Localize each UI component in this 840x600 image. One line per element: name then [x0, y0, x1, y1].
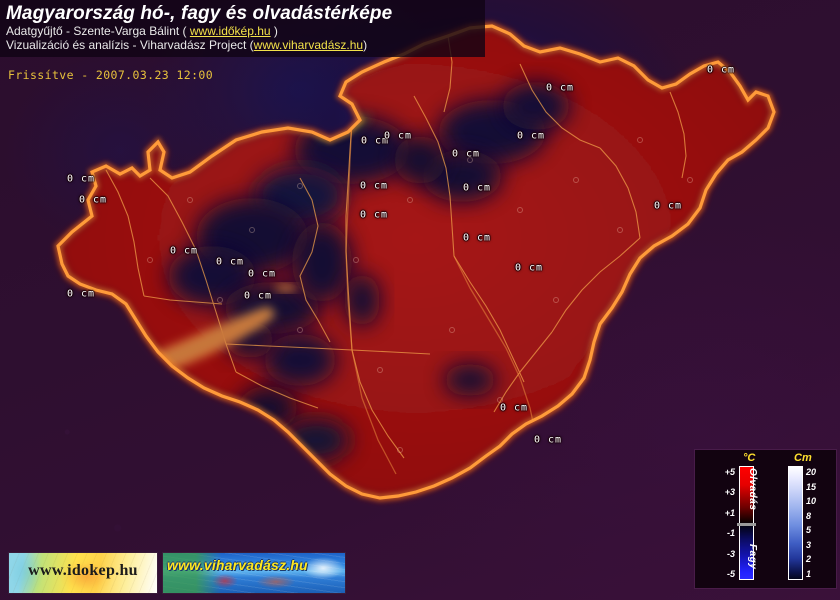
legend-tick: 15 — [806, 481, 817, 492]
station-label: 0 cm — [462, 232, 492, 244]
banner-idokep-background — [9, 553, 157, 593]
banner-idokep-text: www.idokep.hu — [28, 562, 138, 579]
legend-tick: 8 — [806, 510, 812, 521]
station-label: 0 cm — [533, 434, 563, 446]
banner-idokep-map-overlay — [9, 553, 157, 593]
station-label: 0 cm — [359, 209, 389, 221]
banner-viharvadasz-photo-overlay — [163, 553, 345, 593]
legend-cm-caption: Cm — [794, 452, 812, 464]
legend-temp-caption: °C — [743, 452, 756, 464]
country-border — [54, 22, 778, 502]
station-label: 0 cm — [247, 268, 277, 280]
legend-tick: +5 — [724, 467, 735, 477]
station-label: 0 cm — [499, 402, 529, 414]
legend-label-olvadas: Olvadás — [747, 468, 758, 511]
credit-visualization-prefix: Vizualizáció és analízis - Viharvadász P… — [6, 38, 254, 52]
header-panel: Magyarország hó-, fagy és olvadástérképe… — [0, 0, 485, 57]
station-label: 0 cm — [169, 245, 199, 257]
station-label: 0 cm — [359, 180, 389, 192]
station-label: 0 cm — [462, 182, 492, 194]
legend-tick: 10 — [806, 496, 817, 507]
station-label: 0 cm — [66, 288, 96, 300]
station-label: 0 cm — [653, 200, 683, 212]
credit-visualization: Vizualizáció és analízis - Viharvadász P… — [6, 38, 485, 52]
station-label: 0 cm — [78, 194, 108, 206]
county-borders — [105, 35, 687, 459]
credit-data-collector-prefix: Adatgyűjtő - Szente-Varga Bálint ( — [6, 24, 190, 38]
legend-tick: 20 — [806, 467, 817, 477]
legend-tick: +1 — [724, 507, 735, 518]
updated-timestamp: Frissítve - 2007.03.23 12:00 — [8, 68, 214, 82]
legend-label-fagy: Fagy — [747, 544, 758, 570]
legend-tick: 5 — [806, 525, 812, 536]
station-label: 0 cm — [243, 290, 273, 302]
page-title: Magyarország hó-, fagy és olvadástérképe — [6, 3, 393, 24]
banner-viharvadasz-text: www.viharvadász.hu — [167, 557, 308, 573]
legend-tick: 1 — [806, 569, 812, 579]
banner-idokep[interactable]: www.idokep.hu — [8, 552, 158, 594]
country-land — [58, 26, 774, 498]
legend-tick: +3 — [724, 487, 735, 498]
link-viharvadasz[interactable]: www.viharvadász.hu — [253, 38, 364, 52]
legend-tick: 3 — [806, 539, 812, 550]
credit-data-collector-suffix: ) — [270, 24, 278, 38]
link-idokep[interactable]: www.időkép.hu — [189, 24, 271, 38]
credit-data-collector: Adatgyűjtő - Szente-Varga Bálint ( www.i… — [6, 24, 485, 38]
station-label: 0 cm — [360, 135, 390, 147]
station-label: 0 cm — [215, 256, 245, 268]
station-label: 0 cm — [66, 173, 96, 185]
legend-temp-zero-marker — [737, 523, 756, 526]
lake-velence — [275, 284, 297, 292]
station-label: 0 cm — [516, 130, 546, 142]
credit-visualization-suffix: ) — [363, 38, 368, 52]
legend-panel: °C +5 +3 +1 -1 -3 -5 Olvadás Fagy Cm 20 15 10 8 5… — [695, 450, 836, 588]
banner-viharvadasz[interactable]: www.viharvadász.hu — [162, 552, 346, 594]
station-label: 0 cm — [545, 82, 575, 94]
rivers — [345, 119, 537, 475]
station-label: 0 cm — [383, 130, 413, 142]
station-label: 0 cm — [706, 64, 736, 76]
station-label: 0 cm — [451, 148, 481, 160]
legend-tick: -1 — [726, 528, 735, 539]
station-label: 0 cm — [514, 262, 544, 274]
legend-tick: 2 — [806, 554, 812, 565]
legend-cm-gradient-bar — [788, 466, 803, 580]
legend-tick: -5 — [726, 569, 735, 579]
cold-anomaly-layer — [168, 82, 570, 462]
legend-tick: -3 — [726, 548, 735, 559]
